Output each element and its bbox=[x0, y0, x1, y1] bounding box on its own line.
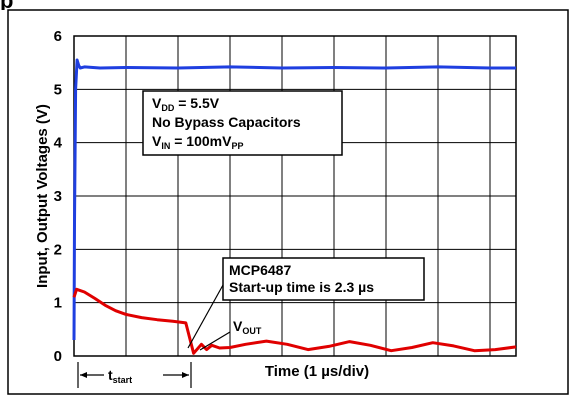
startup-note-box bbox=[222, 257, 425, 301]
y-tick-label: 5 bbox=[54, 81, 62, 98]
tstart-arrowhead-left bbox=[80, 372, 87, 378]
series-line-v-dd bbox=[72, 58, 516, 341]
startup-note-line: Start-up time is 2.3 µs bbox=[229, 279, 374, 295]
grid bbox=[74, 36, 516, 356]
conditions-line: VIN = 100mVPP bbox=[152, 133, 243, 151]
y-tick-labels: 0 1 2 3 4 5 6 bbox=[54, 28, 63, 365]
y-axis-label: Input, Output Voltages (V) bbox=[34, 104, 51, 288]
startup-leader-line bbox=[187, 284, 224, 349]
y-tick-label: 1 bbox=[54, 295, 62, 312]
conditions-line: No Bypass Capacitors bbox=[152, 114, 301, 130]
x-axis-label: Time (1 µs/div) bbox=[265, 363, 369, 380]
outer-frame bbox=[7, 9, 569, 395]
y-tick-label: 0 bbox=[54, 348, 62, 365]
y-tick-label: 3 bbox=[54, 188, 62, 205]
y-tick-label: 6 bbox=[54, 28, 62, 45]
page-top-title-fragment: p bbox=[0, 0, 577, 10]
vout-arrow bbox=[199, 331, 231, 351]
startup-note-line: MCP6487 bbox=[229, 262, 291, 278]
tstart-label: tstart bbox=[108, 367, 132, 385]
series-group bbox=[72, 58, 517, 355]
conditions-line: VDD = 5.5V bbox=[152, 95, 220, 113]
y-tick-label: 4 bbox=[54, 135, 63, 152]
y-tick-label: 2 bbox=[54, 241, 62, 258]
conditions-box bbox=[142, 90, 343, 156]
series-line-v-out bbox=[72, 287, 517, 355]
tstart-arrowhead-right bbox=[182, 372, 189, 378]
vout-label: VOUT bbox=[233, 318, 262, 336]
